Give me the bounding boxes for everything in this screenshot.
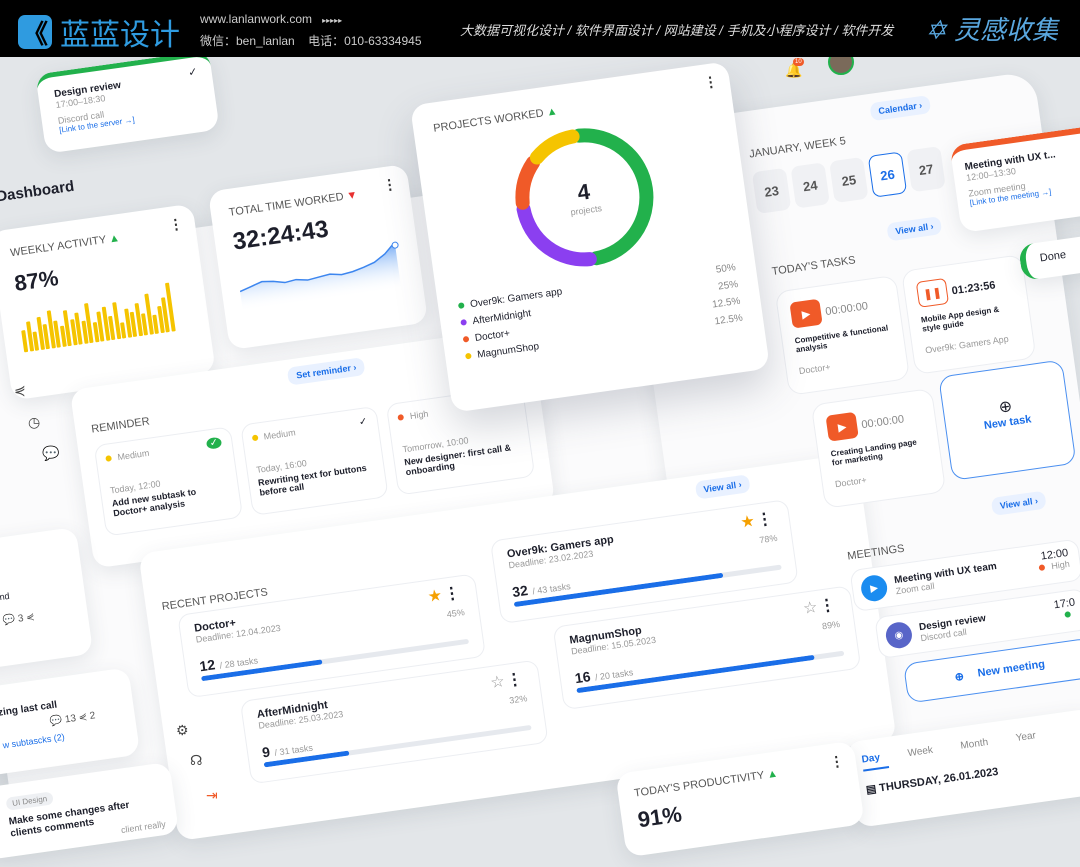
- more-icon[interactable]: ⋮: [381, 175, 398, 194]
- share-nodes-icon[interactable]: ⋞: [14, 382, 26, 398]
- task-tag: UI Design: [5, 791, 54, 811]
- trend-down-icon: ▼: [345, 188, 359, 203]
- time-area-chart: [239, 241, 402, 312]
- clock-icon[interactable]: ◷: [28, 414, 41, 430]
- time-end-point: [391, 241, 399, 249]
- settings-icon[interactable]: ⚙: [176, 722, 189, 738]
- day-24[interactable]: 24: [790, 162, 830, 209]
- projects-count: 4: [575, 178, 592, 206]
- weekly-activity-card: Weekly activity ▲ ⋮ 87%: [0, 203, 216, 401]
- tab-month[interactable]: Month: [959, 736, 989, 752]
- logout-icon[interactable]: ⇥: [206, 787, 218, 803]
- logo-text: 蓝蓝设计: [60, 18, 180, 53]
- discord-icon: ◉: [884, 620, 914, 650]
- zoom-icon: ▶: [859, 573, 889, 603]
- trend-up-icon: ▲: [108, 232, 121, 246]
- inspiration-logo: ✡ 灵感收集: [925, 15, 1059, 45]
- trend-up-icon: ▲: [766, 767, 779, 781]
- day-25[interactable]: 25: [829, 156, 869, 204]
- website[interactable]: www.lanlanwork.com: [200, 12, 313, 26]
- more-icon[interactable]: ⋮: [755, 510, 774, 530]
- comment-icon: 💬: [49, 714, 64, 728]
- notification-badge: 10: [793, 58, 804, 66]
- reminder-card[interactable]: Medium ✓ Today, 12:00 Add new subtask to Do…: [93, 426, 243, 537]
- chat-icon[interactable]: 💬: [42, 445, 60, 461]
- tab-day[interactable]: Day: [861, 752, 881, 766]
- day-26[interactable]: 26: [867, 151, 908, 198]
- activity-bar: [119, 321, 127, 339]
- comment-icon: 💬: [2, 614, 17, 627]
- active-tab-indicator: [863, 765, 890, 772]
- play-icon[interactable]: ▶: [789, 298, 823, 329]
- more-icon[interactable]: ⋮: [505, 670, 524, 690]
- day-23[interactable]: 23: [751, 167, 792, 215]
- more-icon[interactable]: ⋮: [442, 584, 462, 604]
- weekly-activity-label: Weekly activity: [9, 233, 107, 260]
- projects-unit: projects: [569, 203, 603, 218]
- inspiration-text: 灵感收集: [954, 15, 1059, 45]
- star-icon[interactable]: ☆: [802, 598, 819, 618]
- arrows-icon: ▸▸▸▸▸: [322, 16, 343, 25]
- more-icon[interactable]: ⋮: [167, 215, 184, 233]
- share-count: 2: [89, 710, 97, 722]
- play-icon[interactable]: ▶: [825, 411, 859, 442]
- avatar[interactable]: [828, 57, 854, 75]
- more-icon[interactable]: ⋮: [702, 72, 719, 91]
- comment-count: 3: [17, 613, 25, 625]
- view-all-projects-button[interactable]: View all ›: [694, 474, 751, 500]
- star-filled-icon[interactable]: ★: [739, 512, 756, 532]
- set-reminder-button[interactable]: Set reminder ›: [287, 357, 366, 386]
- more-icon[interactable]: ⋮: [818, 596, 837, 616]
- check-icon[interactable]: ✓: [187, 66, 199, 80]
- pause-icon[interactable]: ❚❚: [915, 277, 950, 308]
- share-icon: ⋞: [25, 611, 36, 624]
- todays-tasks-label: Today's tasks: [771, 254, 857, 278]
- total-time-card: Total time worked ▼ ⋮ 32:24:43: [207, 163, 429, 351]
- new-meeting-label: New meeting: [976, 658, 1046, 680]
- reminder-card[interactable]: Medium ✓ Today, 16:00 Rewriting text for bu…: [239, 405, 390, 516]
- done-label: Done: [1039, 248, 1067, 265]
- task-text: nd: [0, 590, 11, 603]
- tab-week[interactable]: Week: [906, 744, 934, 760]
- day-27[interactable]: 27: [906, 145, 946, 193]
- projects-donut: [515, 128, 654, 267]
- banner-services: 大数据可视化设计 / 软件界面设计 / 网站建设 / 手机及小程序设计 / 软件…: [460, 23, 894, 38]
- new-task-button[interactable]: ⊕ New task: [938, 359, 1077, 481]
- headset-icon[interactable]: ☊: [190, 752, 203, 768]
- task-card[interactable]: ❚❚ 01:23:56 Mobile App design & style gui…: [901, 254, 1037, 375]
- wechat: 微信：ben_lanlan: [200, 34, 295, 48]
- trend-up-icon: ▲: [545, 105, 559, 119]
- donut-slice: [516, 202, 597, 267]
- banner-logo: 《蓝蓝设计: [18, 10, 180, 54]
- task-card[interactable]: ▶ 00:00:00 Creating Landing page for mark…: [810, 387, 947, 509]
- star-icon[interactable]: ☆: [489, 673, 506, 693]
- time-line: [239, 241, 396, 293]
- page-title: Dashboard: [0, 177, 76, 206]
- task-card[interactable]: ▶ 00:00:00 Competitive & functional analy…: [774, 274, 911, 396]
- logo-icon: 《: [18, 15, 52, 50]
- donut-slice: [529, 129, 580, 165]
- calendar-icon: ▤: [865, 782, 878, 797]
- share-icon: ⋞: [77, 711, 88, 724]
- phone: 电话：010-63334945: [308, 34, 422, 48]
- view-subtasks-link[interactable]: w subtascks (2): [1, 731, 66, 751]
- comment-count: 13: [64, 713, 77, 726]
- donut-slice: [572, 128, 654, 266]
- add-circle-icon: ⊕: [953, 670, 965, 684]
- banner-contact: www.lanlanwork.com ▸▸▸▸▸ 微信：ben_lanlan 电…: [200, 9, 422, 51]
- projects-worked-card: Projects worked ▲ ⋮ 4 projects Over9k: G…: [409, 61, 771, 413]
- more-icon[interactable]: ⋮: [828, 752, 845, 771]
- banner: 《蓝蓝设计 www.lanlanwork.com ▸▸▸▸▸ 微信：ben_la…: [0, 0, 1080, 57]
- star-filled-icon[interactable]: ★: [426, 587, 444, 606]
- meetings-section: View all › Meetings ▶ Meeting with UX tea…: [832, 486, 1080, 719]
- meeting-card-design-review[interactable]: Design review 17:00–18:30 Discord call […: [35, 57, 220, 154]
- dashboard-scene: Design review 17:00–18:30 Discord call […: [0, 57, 1080, 867]
- bell-icon[interactable]: 🔔 10: [785, 58, 804, 78]
- donut-slice: [515, 155, 541, 210]
- check-icon[interactable]: ✓: [358, 416, 369, 429]
- current-date: THURSDAY, 26.01.2023: [878, 765, 1000, 795]
- tab-year[interactable]: Year: [1015, 730, 1037, 744]
